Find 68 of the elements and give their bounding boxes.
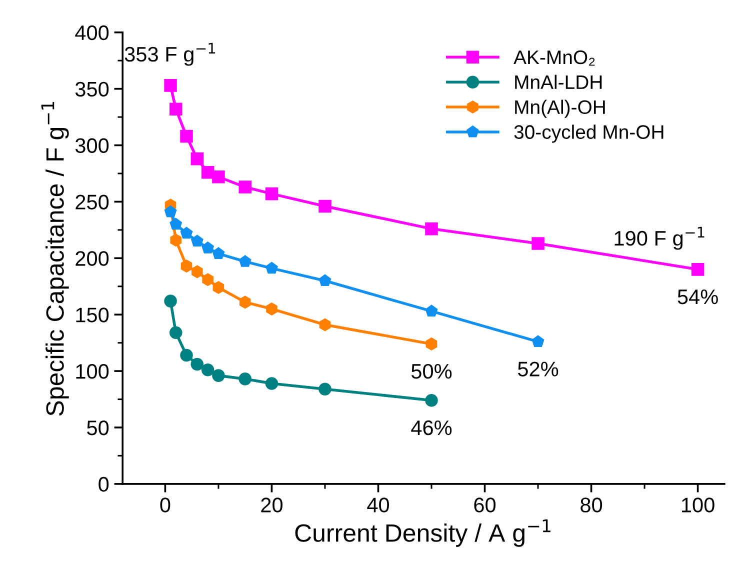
x-tick-label: 20 bbox=[261, 498, 282, 512]
point bbox=[169, 102, 182, 116]
y-tick-label: 400 bbox=[75, 25, 109, 40]
point bbox=[238, 255, 252, 267]
x-tick-label: 0 bbox=[160, 498, 170, 512]
point bbox=[201, 364, 214, 376]
point bbox=[265, 377, 278, 390]
point bbox=[532, 335, 544, 348]
point bbox=[425, 304, 438, 317]
point bbox=[266, 262, 278, 274]
annotation: 52% bbox=[518, 362, 558, 376]
point bbox=[212, 247, 225, 259]
point bbox=[426, 338, 438, 350]
legend-label: Mn(Al)-OH bbox=[515, 100, 605, 118]
legend-label: 30-cycled Mn-OH bbox=[514, 124, 664, 143]
annotation: 46% bbox=[411, 420, 452, 436]
point bbox=[319, 318, 331, 332]
y-tick-label: 300 bbox=[75, 138, 109, 154]
point bbox=[532, 237, 544, 250]
point bbox=[318, 200, 332, 213]
point bbox=[238, 372, 252, 386]
point bbox=[318, 274, 332, 286]
annotation: 353 F g$^{−1}$ bbox=[124, 42, 216, 66]
y-tick-label: 200 bbox=[76, 251, 109, 266]
point bbox=[238, 180, 252, 194]
y-tick-label: 250 bbox=[76, 194, 109, 210]
point bbox=[691, 263, 704, 276]
point bbox=[266, 302, 278, 316]
point bbox=[180, 260, 192, 272]
point bbox=[180, 226, 193, 239]
annotation: 54% bbox=[678, 290, 718, 304]
y-tick-label: 0 bbox=[98, 476, 109, 492]
point bbox=[191, 234, 204, 247]
y-axis-title: Specific Capacitance / F g$^{−1}$ bbox=[41, 102, 69, 416]
y-tick-label: 50 bbox=[87, 420, 109, 436]
point bbox=[190, 358, 204, 371]
y-tick-label: 150 bbox=[76, 308, 109, 322]
annotation: 190 F g$^{−1}$ bbox=[614, 226, 704, 250]
point bbox=[239, 296, 251, 309]
point bbox=[202, 273, 214, 286]
point bbox=[318, 382, 332, 396]
point bbox=[180, 130, 193, 143]
point bbox=[164, 205, 177, 218]
legend-label: MnAl-LDH bbox=[515, 74, 602, 89]
point bbox=[169, 326, 182, 340]
y-tick-label: 100 bbox=[76, 364, 109, 379]
x-tick-label: 100 bbox=[682, 498, 714, 512]
x-tick-label: 80 bbox=[580, 498, 602, 512]
point bbox=[164, 294, 177, 308]
point bbox=[425, 394, 438, 407]
y-tick-label: 350 bbox=[75, 82, 109, 97]
point bbox=[425, 222, 438, 236]
legend-label: AK-MnO₂ bbox=[514, 50, 595, 66]
point bbox=[190, 152, 204, 166]
point bbox=[164, 79, 177, 92]
annotation: 50% bbox=[411, 364, 452, 379]
point bbox=[265, 187, 278, 200]
x-tick-label: 40 bbox=[367, 498, 390, 512]
x-axis-title: Current Density / A g$^{−1}$ bbox=[295, 519, 550, 547]
point bbox=[202, 242, 214, 254]
point bbox=[212, 170, 225, 184]
point bbox=[192, 265, 203, 278]
point bbox=[170, 234, 182, 246]
x-tick-label: 60 bbox=[474, 498, 496, 512]
point bbox=[170, 218, 182, 230]
point bbox=[180, 348, 193, 362]
point bbox=[212, 369, 225, 382]
point bbox=[212, 281, 224, 294]
